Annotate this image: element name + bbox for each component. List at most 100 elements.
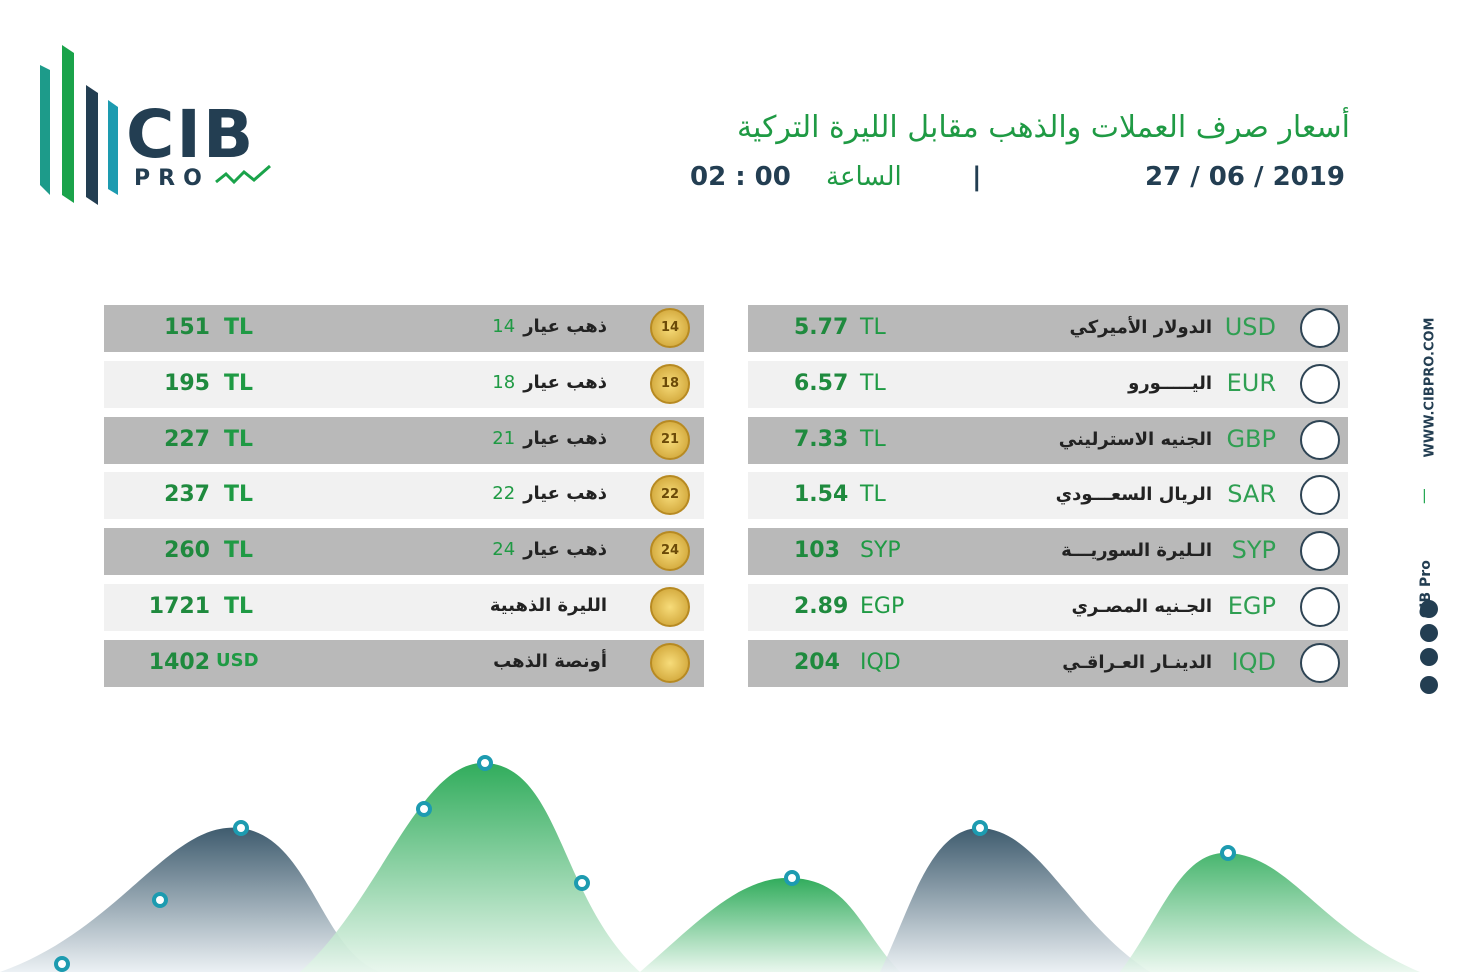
logo-bars: [40, 45, 118, 205]
currency-unit: TL: [860, 426, 886, 452]
coin: [650, 642, 690, 683]
flag: [1300, 419, 1340, 460]
currency-value: 204: [794, 649, 840, 675]
flag: [1300, 475, 1340, 516]
coin: 18: [650, 363, 690, 404]
currency-name: اليـــــورو: [1128, 372, 1212, 394]
coin: 14: [650, 308, 690, 348]
gold-name: ذهب عيار 18: [492, 372, 607, 393]
currency-unit: EGP: [860, 594, 905, 619]
gold-row: 21 ذهب عيار 21 TL 227: [104, 416, 704, 464]
gold-name: الليرة الذهبية: [489, 595, 607, 616]
gold-name: أونصة الذهب: [493, 650, 607, 672]
currency-row: EGP الجـنيه المصـري EGP 2.89: [748, 584, 1348, 631]
currency-unit: TL: [860, 482, 886, 508]
gold-unit: TL: [224, 538, 254, 564]
gold-row: 22 ذهب عيار 22 TL 237: [104, 472, 704, 520]
currency-code: USD: [1224, 313, 1276, 341]
gold-label: ذهب عيار: [523, 371, 607, 393]
time: 02 : 00: [690, 162, 791, 192]
gold-name: ذهب عيار 22: [492, 483, 607, 504]
title: أسعار صرف العملات والذهب مقابل الليرة ال…: [736, 110, 1350, 145]
currency-row: EUR اليـــــورو TL 6.57: [748, 360, 1348, 408]
currency-row: IQD الدينـار العـراقـي IQD 204: [748, 639, 1348, 687]
currency-row: USD الدولار الأميركي TL 5.77: [748, 305, 1348, 352]
gold-label: ذهب عيار: [523, 539, 607, 561]
currency-code: EUR: [1226, 368, 1276, 397]
gold-value: 260: [164, 538, 210, 564]
logo-sub: PRO: [134, 166, 210, 191]
currency-code: SAR: [1227, 480, 1276, 509]
logo-name: CIB: [126, 96, 256, 173]
gold-unit: USD: [216, 649, 259, 671]
time-label: الساعة: [826, 162, 902, 192]
karat: 14: [492, 316, 516, 337]
gold-value: 1721: [148, 594, 210, 619]
gold-unit: TL: [224, 426, 254, 452]
gold-value: 151: [164, 315, 210, 340]
gold-row: 14 ذهب عيار 14 TL 151: [104, 305, 704, 352]
separator: |: [972, 162, 982, 192]
flag: [1300, 363, 1340, 404]
logo-arrow: [215, 164, 271, 185]
gold-unit: TL: [224, 315, 254, 340]
gold-value: 237: [164, 482, 210, 508]
website: WWW.CIBPRO.COM: [1422, 317, 1438, 458]
decorative-waves: [0, 755, 1420, 972]
gold-value: 227: [164, 426, 210, 452]
currency-unit: TL: [860, 315, 886, 340]
gold-label: ذهب عيار: [523, 483, 607, 505]
flag: [1300, 587, 1340, 627]
coin: [650, 587, 690, 627]
sidebar-separator: |: [1422, 488, 1427, 504]
currency-row: GBP الجنيه الاسترليني TL 7.33: [748, 416, 1348, 464]
currency-code: IQD: [1231, 647, 1276, 676]
social-icons: [1420, 600, 1438, 694]
gold-row: الليرة الذهبية TL 1721: [104, 584, 704, 631]
currency-name: الريال السعـــودي: [1055, 484, 1212, 506]
gold-value: 195: [164, 370, 210, 396]
currency-unit: SYP: [860, 538, 901, 564]
karat: 24: [492, 539, 516, 561]
gold-unit: TL: [224, 370, 254, 396]
gold-value: 1402: [148, 649, 210, 675]
currency-name: الجـنيه المصـري: [1071, 596, 1212, 617]
gold-row: 24 ذهب عيار 24 TL 260: [104, 528, 704, 576]
gold-name: ذهب عيار 14: [492, 316, 607, 337]
flag: [1300, 308, 1340, 348]
coin: 22: [650, 475, 690, 516]
gold-unit: TL: [224, 594, 254, 619]
currency-unit: TL: [860, 370, 886, 396]
gold-unit: TL: [224, 482, 254, 508]
currency-value: 103: [794, 538, 840, 564]
currency-name: الدينـار العـراقـي: [1062, 651, 1212, 673]
coin: 24: [650, 531, 690, 572]
coin: 21: [650, 419, 690, 460]
currency-value: 5.77: [794, 315, 849, 340]
gold-label: ذهب عيار: [523, 427, 607, 449]
currency-unit: IQD: [860, 649, 901, 675]
currency-row: SAR الريال السعـــودي TL 1.54: [748, 472, 1348, 520]
currency-value: 2.89: [794, 594, 849, 619]
flag: [1300, 531, 1340, 572]
gold-row: أونصة الذهب USD 1402: [104, 639, 704, 687]
currency-name: الـليرة السوريـــة: [1061, 540, 1212, 562]
gold-name: ذهب عيار 21: [492, 428, 607, 449]
currency-row: SYP الـليرة السوريـــة SYP 103: [748, 528, 1348, 576]
gold-label: ذهب عيار: [523, 316, 607, 337]
date: 27 / 06 / 2019: [1145, 162, 1345, 192]
currency-name: الدولار الأميركي: [1069, 317, 1213, 338]
karat: 18: [492, 371, 516, 393]
gold-name: ذهب عيار 24: [492, 539, 607, 560]
flag: [1300, 642, 1340, 683]
currency-value: 6.57: [794, 370, 849, 396]
currency-value: 7.33: [794, 426, 849, 452]
gold-row: 18 ذهب عيار 18 TL 195: [104, 360, 704, 408]
karat: 22: [492, 483, 516, 505]
currency-code: SYP: [1231, 536, 1276, 565]
karat: 21: [492, 427, 516, 449]
currency-code: GBP: [1226, 424, 1276, 453]
currency-code: EGP: [1227, 592, 1276, 620]
currency-name: الجنيه الاسترليني: [1058, 428, 1212, 450]
